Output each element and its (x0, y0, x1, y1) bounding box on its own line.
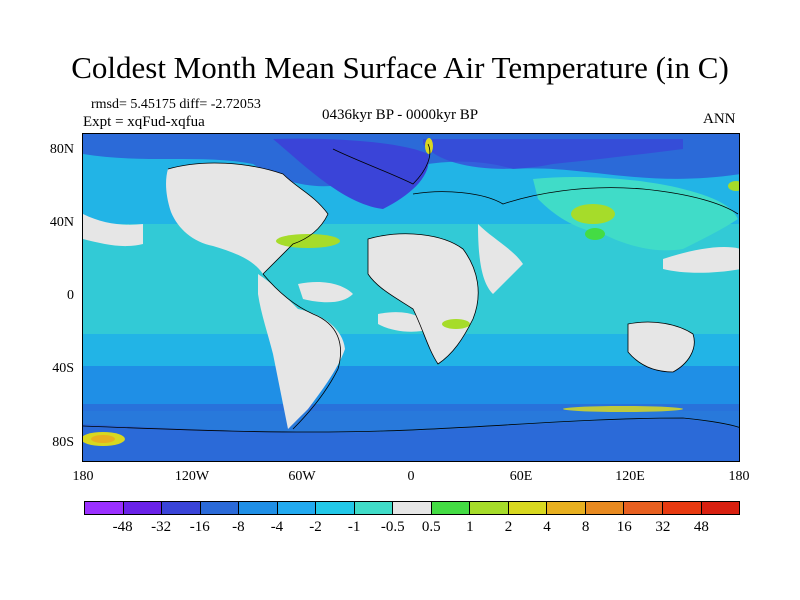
warm-patch-central-asia (571, 204, 615, 224)
colorbar-label: 2 (504, 519, 513, 535)
colorbar-swatch (431, 502, 471, 514)
antarctica-land (83, 419, 739, 461)
warm-patch-africa (442, 319, 470, 329)
x-tick-0: 0 (407, 469, 415, 484)
y-tick-0: 0 (67, 288, 74, 303)
colorbar-label: 1 (466, 519, 474, 535)
map-title: Coldest Month Mean Surface Air Temperatu… (71, 50, 729, 85)
colorbar-swatch (316, 502, 355, 514)
experiment-label: Expt = xqFud-xqfua (83, 114, 205, 130)
colorbar-label: 32 (655, 519, 671, 535)
colorbar (84, 501, 740, 515)
colorbar-swatch (662, 502, 702, 514)
x-tick-180w: 180 (72, 469, 94, 484)
rmsd-diff-stats: rmsd= 5.45175 diff= -2.72053 (91, 97, 261, 112)
colorbar-swatch (354, 502, 394, 514)
x-tick-60w: 60W (288, 469, 316, 484)
greenland-cold-region (273, 138, 429, 209)
colorbar-swatch (200, 502, 240, 514)
warm-core-ross-sea (91, 435, 115, 443)
warm-patch-tibet (585, 228, 605, 240)
africa-land (368, 233, 479, 364)
colorbar-swatch (470, 502, 509, 514)
south-america-land (258, 274, 345, 429)
colorbar-label: -1 (347, 519, 361, 535)
x-tick-120e: 120E (615, 469, 645, 484)
colorbar-swatch (123, 502, 163, 514)
colorbar-label: 4 (543, 519, 551, 535)
colorbar-label: 48 (693, 519, 709, 535)
warm-patch-far-east (728, 181, 739, 191)
colorbar-swatch (239, 502, 278, 514)
colorbar-swatch (701, 502, 740, 514)
coastlines (83, 143, 739, 433)
colorbar-swatch (624, 502, 663, 514)
y-tick-80s: 80S (52, 435, 74, 450)
y-tick-40s: 40S (52, 361, 74, 376)
x-tick-120w: 120W (174, 469, 210, 484)
colorbar-swatch (277, 502, 317, 514)
colorbar-swatch (85, 502, 124, 514)
season-label: ANN (703, 111, 736, 127)
south-atlantic-patch (378, 312, 433, 332)
colorbar-label: -4 (270, 519, 284, 535)
warm-patch-atlantic (276, 234, 340, 248)
colorbar-swatch (508, 502, 548, 514)
colorbar-label: -0.5 (380, 519, 405, 535)
colorbar-label: 16 (616, 519, 632, 535)
colorbar-swatch (162, 502, 201, 514)
temperature-anomaly-map (82, 133, 740, 462)
colorbar-label: 0.5 (421, 519, 441, 535)
southern-ocean-band (83, 366, 739, 411)
y-tick-80n: 80N (49, 142, 74, 157)
pacific-patch-east (663, 247, 739, 273)
map-field (83, 134, 739, 461)
warm-patch-antarctic-coast (563, 406, 683, 412)
colorbar-swatch (585, 502, 625, 514)
x-tick-180e: 180 (728, 469, 750, 484)
atlantic-patch (298, 282, 353, 303)
colorbar-label: 8 (581, 519, 590, 535)
colorbar-label: -48 (112, 519, 133, 535)
colorbar-swatch (393, 502, 432, 514)
pacific-patch-north (83, 214, 143, 247)
colorbar-label: -16 (189, 519, 210, 535)
colorbar-label: -32 (151, 519, 172, 535)
colorbar-swatch (547, 502, 586, 514)
x-tick-60e: 60E (509, 469, 533, 484)
period-label: 0436kyr BP - 0000kyr BP (321, 107, 479, 123)
colorbar-label: -2 (309, 519, 322, 535)
middle-east-land (478, 224, 523, 294)
y-tick-40n: 40N (49, 215, 74, 230)
australia-land (628, 322, 695, 372)
eurasia-cold-region (423, 139, 683, 169)
colorbar-label: -8 (232, 519, 245, 535)
